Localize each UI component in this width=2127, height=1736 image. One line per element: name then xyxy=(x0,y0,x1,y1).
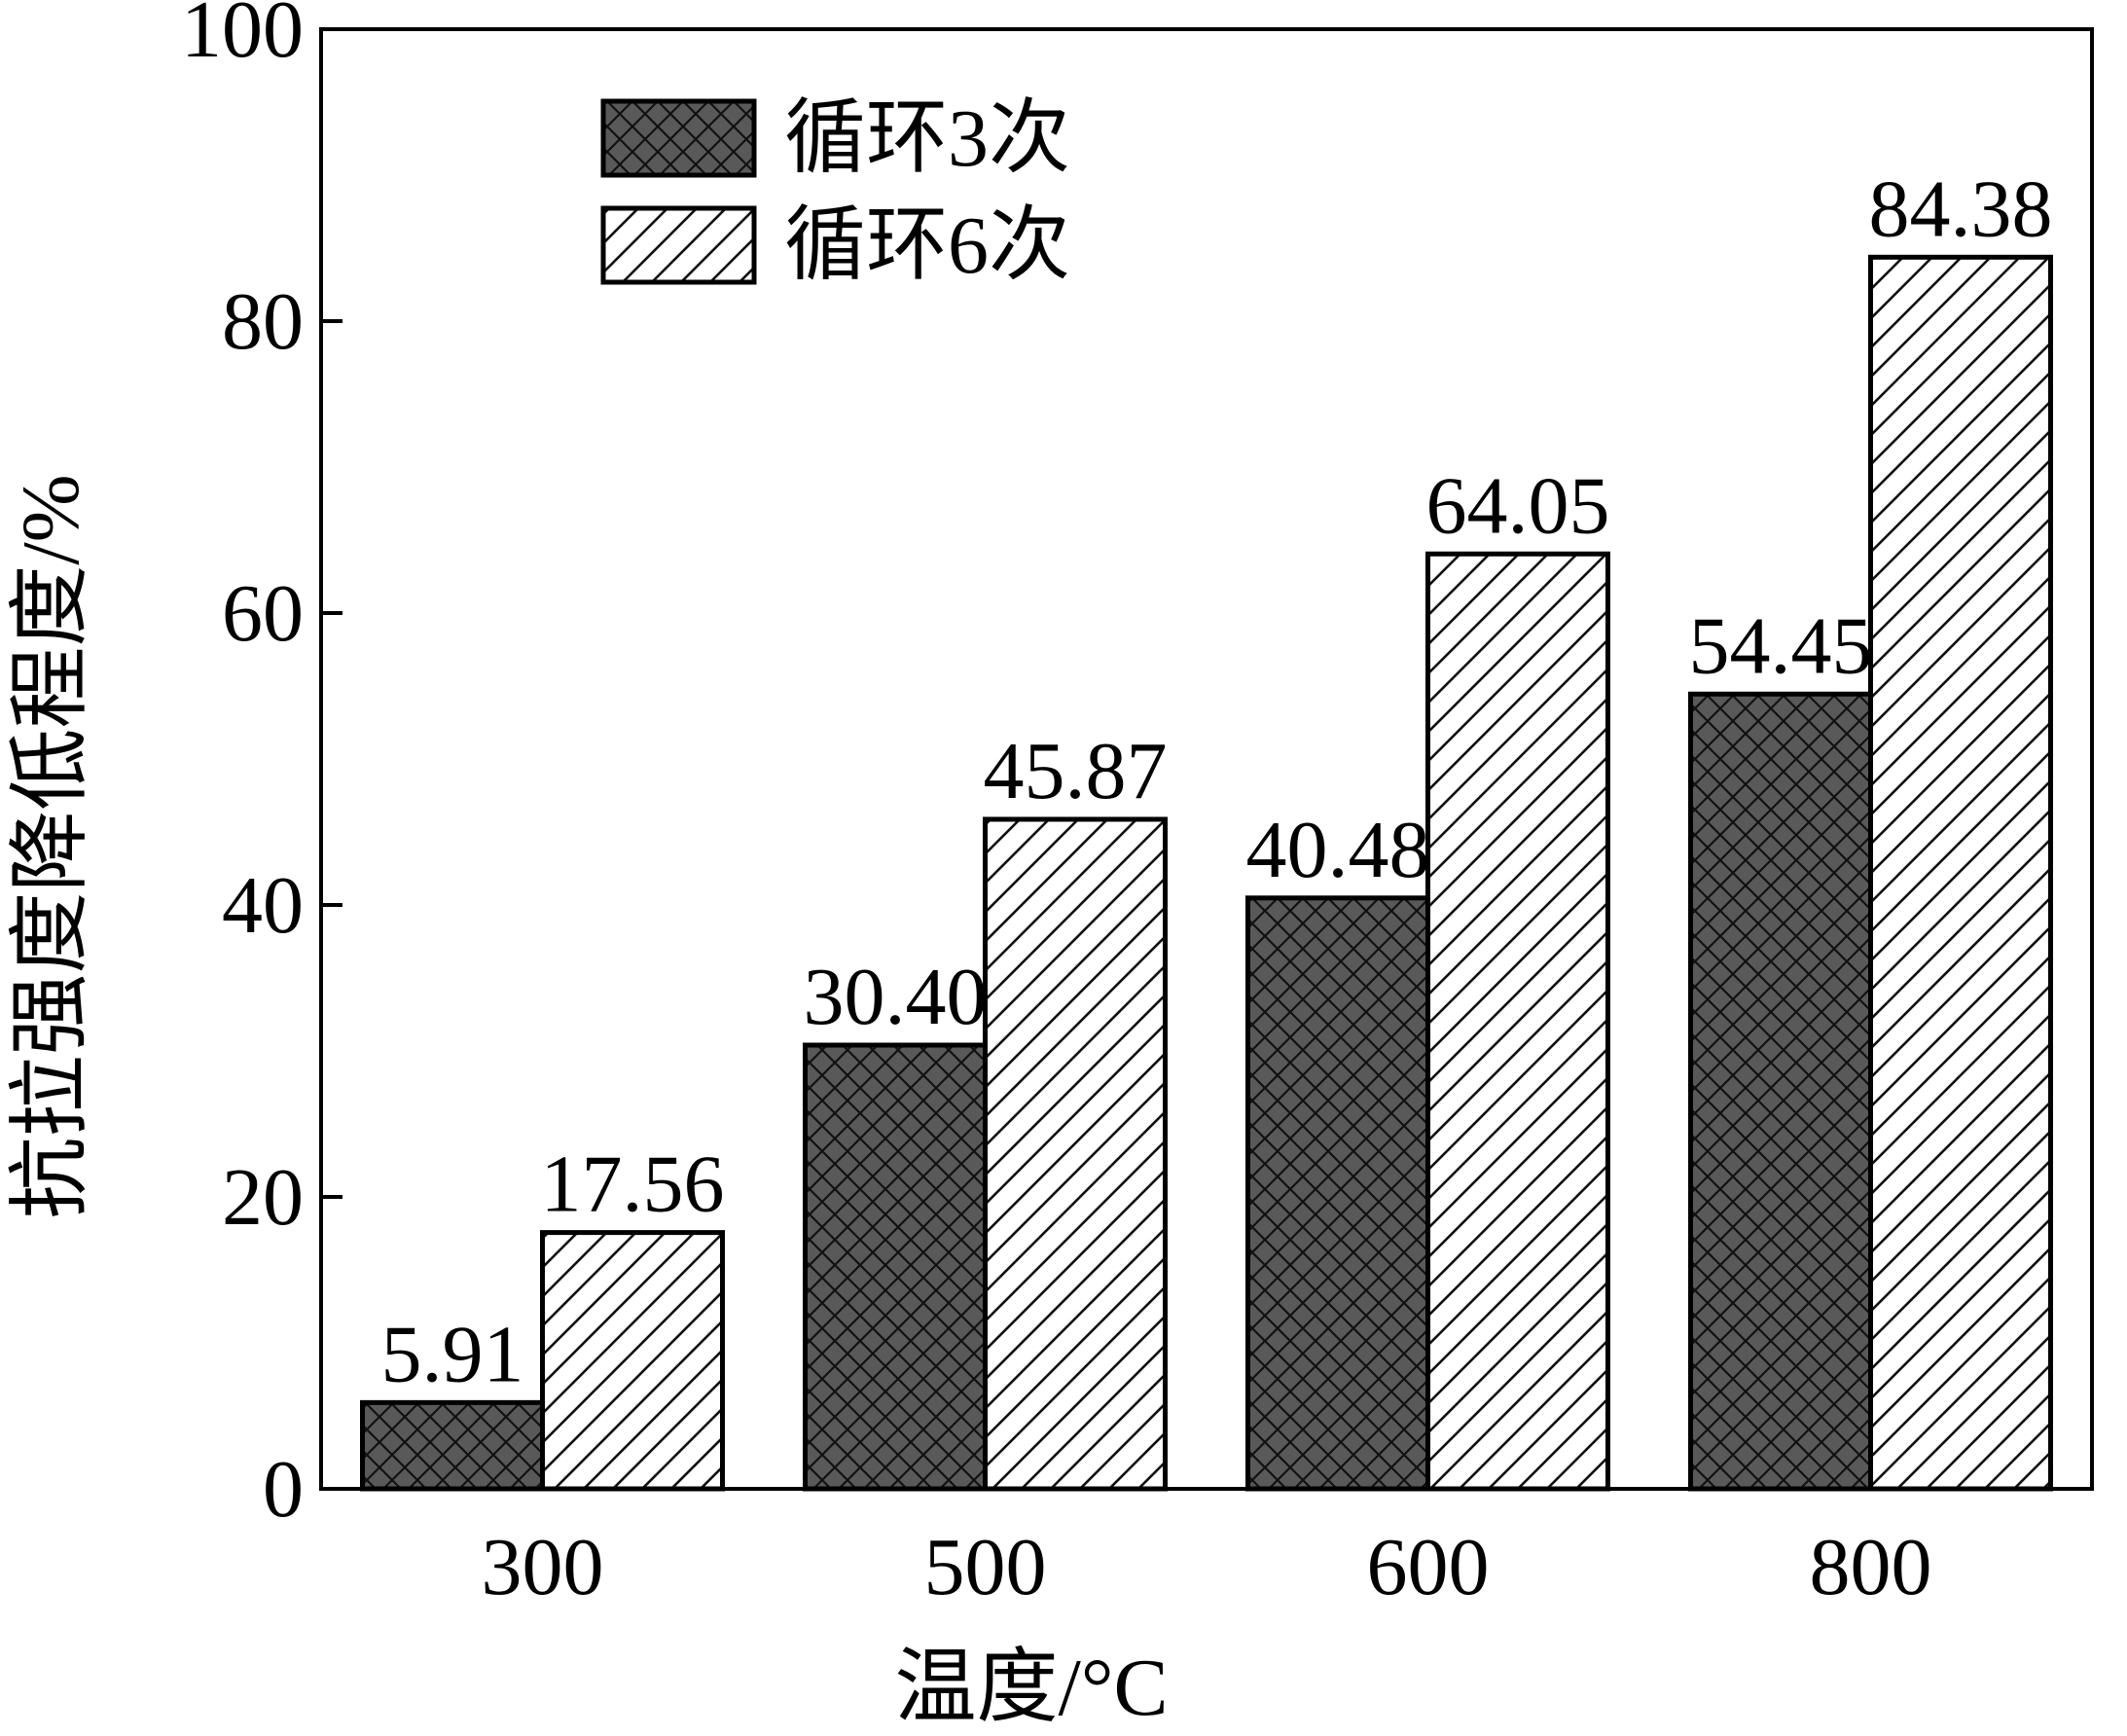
y-tick-label: 60 xyxy=(222,568,304,659)
plot-frame xyxy=(319,27,2094,1491)
y-tick-label: 100 xyxy=(181,0,304,75)
y-tick-label: 0 xyxy=(263,1444,304,1535)
bars xyxy=(360,254,2053,1492)
bar-cycle3-600 xyxy=(1245,895,1430,1492)
bar-cycle3-800 xyxy=(1688,691,1873,1492)
x-tick-label: 600 xyxy=(1367,1522,1490,1612)
bar-cycle3-300 xyxy=(360,1399,545,1492)
data-label: 64.05 xyxy=(1426,460,1610,551)
data-label: 5.91 xyxy=(381,1309,524,1399)
data-label: 40.48 xyxy=(1246,805,1430,895)
x-axis-title: 温度/°C xyxy=(895,1643,1169,1733)
bar-cycle6-800 xyxy=(1868,254,2053,1492)
x-tick-label: 800 xyxy=(1810,1522,1932,1612)
x-tick-label: 500 xyxy=(924,1522,1047,1612)
bar-cycle6-600 xyxy=(1425,551,1610,1492)
data-label: 17.56 xyxy=(541,1139,725,1230)
plot-area xyxy=(319,27,2094,1491)
y-tick-label: 80 xyxy=(222,276,304,367)
bar-cycle6-500 xyxy=(983,816,1168,1492)
data-label: 54.45 xyxy=(1689,600,1873,691)
legend-swatch-1 xyxy=(600,98,757,178)
data-label: 45.87 xyxy=(984,726,1168,816)
y-axis: 0 20 40 60 80 100 xyxy=(181,0,342,1535)
data-label: 84.38 xyxy=(1869,163,2053,254)
x-axis: 300 500 600 800 xyxy=(482,1522,1932,1612)
y-tick-label: 40 xyxy=(222,860,304,951)
data-label: 30.40 xyxy=(804,952,988,1042)
bar-cycle6-300 xyxy=(540,1230,725,1492)
legend-label-1: 循环3次 xyxy=(784,93,1070,184)
legend-label-2: 循环6次 xyxy=(784,200,1070,291)
x-tick-label: 300 xyxy=(482,1522,604,1612)
legend-swatch-2 xyxy=(600,205,757,285)
bar-cycle3-500 xyxy=(803,1042,988,1492)
y-axis-title: 抗拉强度降低程度/% xyxy=(6,474,96,1218)
y-tick-label: 20 xyxy=(222,1152,304,1243)
